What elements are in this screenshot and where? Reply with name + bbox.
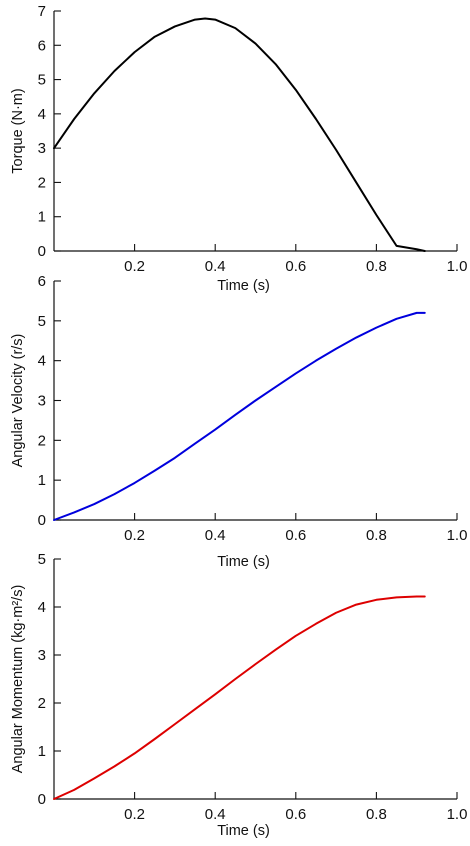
angular-velocity-chart: 0 1 2 3 4 5 6 0.2 0.4 0.6 0.8 1.0 Time (s) Angular Ve… [10, 273, 467, 570]
angular-momentum-y-tick-label: 3 [38, 647, 46, 664]
angular-momentum-x-tick-label: 0.8 [366, 806, 387, 823]
angular-velocity-series-line [53, 311, 426, 521]
torque-y-tick-label: 1 [38, 209, 46, 226]
torque-y-axis-label: Torque (N·m) [10, 88, 26, 173]
angular-momentum-x-tick-label: 1.0 [447, 806, 468, 823]
torque-x-tick-label: 0.6 [285, 258, 306, 275]
angular-momentum-series-line [53, 595, 426, 800]
torque-y-tick-label: 6 [38, 37, 46, 54]
angular-momentum-y-tick-label: 2 [38, 695, 46, 712]
angular-momentum-y-tick-label: 4 [38, 599, 46, 616]
angular-velocity-y-tick-label: 5 [38, 313, 46, 330]
angular-momentum-x-tick-label: 0.4 [205, 806, 226, 823]
torque-x-tick-label: 0.8 [366, 258, 387, 275]
angular-velocity-x-axis-label: Time (s) [217, 554, 270, 570]
angular-velocity-y-tick-label: 0 [38, 512, 46, 529]
angular-momentum-x-tick-label: 0.6 [285, 806, 306, 823]
angular-velocity-x-tick-label: 0.4 [205, 527, 226, 544]
torque-chart: 0 1 2 3 4 5 6 7 0.2 0.4 0.6 0.8 1.0 Time (s) Torque (N… [10, 3, 467, 294]
torque-y-tick-label: 7 [38, 3, 46, 20]
angular-velocity-y-tick-label: 3 [38, 393, 46, 410]
angular-velocity-x-tick-label: 0.8 [366, 527, 387, 544]
angular-momentum-chart: 0 1 2 3 4 5 0.2 0.4 0.6 0.8 1.0 Time (s) Angular Mom… [10, 551, 467, 839]
angular-velocity-x-tick-label: 0.2 [124, 527, 145, 544]
angular-momentum-x-axis-label: Time (s) [217, 823, 270, 839]
angular-momentum-y-tick-label: 5 [38, 551, 46, 568]
angular-velocity-y-tick-label: 1 [38, 472, 46, 489]
angular-velocity-x-tick-label: 0.6 [285, 527, 306, 544]
torque-y-tick-label: 0 [38, 243, 46, 260]
angular-momentum-y-axis-label: Angular Momentum (kg·m²/s) [10, 585, 26, 774]
angular-momentum-y-tick-label: 1 [38, 743, 46, 760]
torque-y-tick-label: 3 [38, 140, 46, 157]
angular-velocity-y-tick-label: 6 [38, 273, 46, 290]
angular-velocity-x-tick-label: 1.0 [447, 527, 468, 544]
torque-x-tick-label: 0.2 [124, 258, 145, 275]
torque-series-line [53, 17, 426, 252]
angular-velocity-y-tick-label: 2 [38, 432, 46, 449]
torque-y-tick-label: 4 [38, 106, 46, 123]
torque-x-tick-label: 1.0 [447, 258, 468, 275]
torque-x-tick-label: 0.4 [205, 258, 226, 275]
angular-momentum-x-tick-label: 0.2 [124, 806, 145, 823]
angular-momentum-y-tick-label: 0 [38, 791, 46, 808]
torque-x-axis-label: Time (s) [217, 278, 270, 294]
angular-velocity-y-axis-label: Angular Velocity (r/s) [10, 334, 26, 468]
torque-y-tick-label: 5 [38, 72, 46, 89]
torque-y-tick-label: 2 [38, 174, 46, 191]
angular-velocity-y-tick-label: 4 [38, 353, 46, 370]
